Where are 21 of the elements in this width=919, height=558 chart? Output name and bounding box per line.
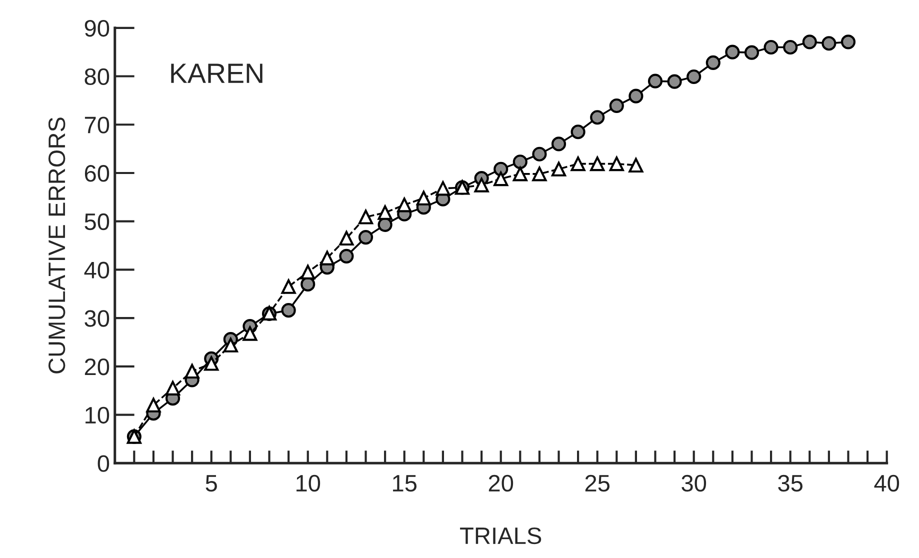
y-tick-label: 80	[84, 68, 110, 86]
x-axis-title: TRIALS	[460, 527, 542, 544]
y-tick-label: 70	[84, 116, 110, 134]
x-tick-label: 35	[778, 474, 802, 492]
y-tick-label: 50	[84, 213, 110, 230]
y-tick-label: 90	[84, 20, 110, 37]
y-axis-title: CUMULATIVE ERRORS	[48, 118, 66, 374]
x-tick-label: 15	[393, 475, 417, 492]
text: KAREN	[171, 64, 262, 83]
y-tick-label: 30	[84, 310, 110, 327]
x-tick-label: 10	[296, 474, 320, 492]
y-tick-label: 0	[98, 455, 110, 472]
x-tick-label: 30	[682, 474, 706, 492]
x-tick-label: 25	[585, 474, 610, 492]
x-tick-label: 5	[206, 475, 217, 492]
y-tick-label: 40	[84, 262, 110, 278]
y-tick-label: 20	[84, 358, 110, 376]
y-tick-label: 60	[84, 165, 110, 182]
y-tick-label: 10	[86, 406, 110, 424]
x-tick-label: 20	[488, 474, 514, 492]
x-tick-label: 40	[874, 474, 900, 492]
